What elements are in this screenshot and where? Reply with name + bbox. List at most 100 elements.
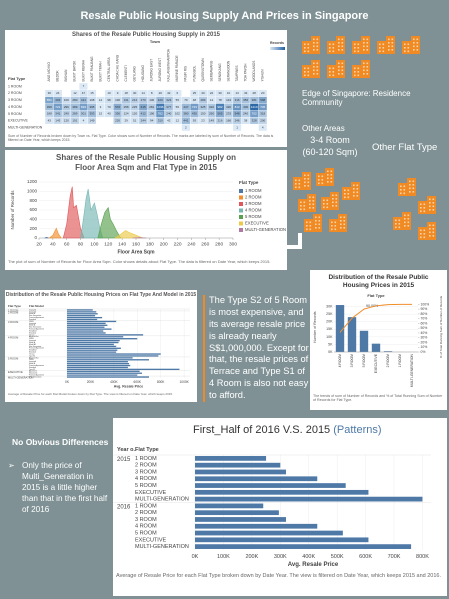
bar xyxy=(195,469,286,475)
window xyxy=(307,178,310,180)
heat-cell xyxy=(258,124,267,131)
window xyxy=(347,196,350,199)
building-block xyxy=(398,183,407,196)
cell-label: 120 xyxy=(132,112,137,116)
building-block xyxy=(361,60,370,78)
heat-cell xyxy=(139,96,148,104)
cell-label: 328 xyxy=(252,119,257,123)
x-tick-label: 400K xyxy=(110,380,118,384)
x-tick-label: 3 ROOM xyxy=(350,354,354,368)
cell-label: 244 xyxy=(141,119,146,123)
heat-cell xyxy=(181,103,190,111)
category-label: 1 ROOM xyxy=(135,503,157,509)
window xyxy=(407,214,410,217)
bar xyxy=(67,347,121,349)
heat-cell xyxy=(156,90,165,97)
heat-cell xyxy=(130,110,139,118)
window xyxy=(416,49,419,51)
window xyxy=(315,223,317,226)
cell-label: 430 xyxy=(192,112,197,116)
heat-cell xyxy=(139,90,148,97)
window xyxy=(298,186,301,189)
window xyxy=(340,220,342,222)
x-axis-title: Avg. Resale Price xyxy=(288,562,339,568)
window xyxy=(404,221,406,224)
building-icon xyxy=(298,194,316,212)
window xyxy=(353,195,355,197)
window xyxy=(344,193,346,195)
cell-label: 70 xyxy=(107,105,111,109)
window xyxy=(304,74,306,77)
cell-label: 143 xyxy=(55,119,60,123)
cell-label: 702 xyxy=(252,112,257,116)
building-icon xyxy=(418,196,436,214)
column-label: SENGKANG xyxy=(218,63,222,82)
cell-label: 289 xyxy=(72,112,77,116)
window xyxy=(306,221,308,224)
building-block xyxy=(327,41,336,54)
category-label: Improved xyxy=(29,308,36,311)
note-room-range: 3-4 Room (60-120 Sqm) xyxy=(300,135,360,158)
chart-title: First_Half of 2016 V.S. 2015 (Patterns) xyxy=(193,424,447,436)
heat-cell xyxy=(70,96,79,104)
area xyxy=(62,186,85,239)
window xyxy=(423,203,426,206)
window xyxy=(388,38,390,41)
bar xyxy=(67,332,106,334)
cell-label: 7 xyxy=(83,84,85,88)
x-tick-label: 200K xyxy=(245,554,258,560)
category-label: MULTI-GENERATION xyxy=(135,544,189,550)
diff-text: Only the price of Multi_Generation in 20… xyxy=(22,461,108,515)
window xyxy=(347,193,350,195)
window xyxy=(327,177,329,180)
cell-label: 4 xyxy=(83,119,85,123)
bar xyxy=(195,476,318,482)
heat-cell xyxy=(207,96,216,104)
heat-cell xyxy=(207,90,216,97)
caption: The plot of sum of Number of Records for… xyxy=(8,259,271,264)
building-block xyxy=(407,178,416,196)
category-label: Terrace xyxy=(29,333,35,336)
building-block xyxy=(342,187,351,200)
legend-label: 2 ROOM xyxy=(245,195,262,200)
legend-swatch xyxy=(239,208,243,213)
window xyxy=(432,228,435,230)
bar xyxy=(67,345,117,348)
heat-cell xyxy=(250,103,259,111)
column-label: BISHAN xyxy=(64,69,68,82)
window xyxy=(304,185,306,187)
cell-label: 447 xyxy=(183,105,188,109)
window xyxy=(326,203,329,205)
window xyxy=(343,223,346,226)
heat-cell xyxy=(241,110,250,118)
legend-label: 3 ROOM xyxy=(245,201,262,206)
cell-label: 12 xyxy=(73,91,77,95)
window xyxy=(312,196,315,199)
building-block xyxy=(338,214,347,232)
cell-label: 982 xyxy=(218,105,223,109)
heat-cell xyxy=(250,110,259,118)
heat-cell xyxy=(224,90,233,97)
cell-label: 22 xyxy=(210,91,214,95)
y2-tick-label: 40% xyxy=(421,331,428,335)
chart: Flat Type0K5K10K15K20K25K30K0%10%20%30%4… xyxy=(313,293,443,387)
window xyxy=(318,179,320,181)
category-label: Maisonette xyxy=(29,372,37,375)
heat-cell xyxy=(207,110,216,118)
cell-label: 130 xyxy=(149,98,154,102)
heat-cell xyxy=(224,96,233,104)
heatmap-panel: Shares of the Resale Public Housing Supp… xyxy=(5,30,287,147)
y-axis-title: Number of Records xyxy=(313,311,317,342)
window xyxy=(420,210,422,213)
cell-label: 43 xyxy=(48,119,52,123)
column-label: JURONG EAST xyxy=(150,59,154,82)
legend-label: EXECUTIVE xyxy=(245,221,269,226)
building-block xyxy=(352,41,361,54)
window xyxy=(400,192,402,195)
building-block xyxy=(377,41,386,54)
window xyxy=(338,66,340,68)
category-label: MULTI-GENERATION xyxy=(135,497,189,503)
heat-cell xyxy=(173,96,182,104)
cell-label: 721 xyxy=(55,105,60,109)
category-label: Simplified xyxy=(29,350,36,352)
